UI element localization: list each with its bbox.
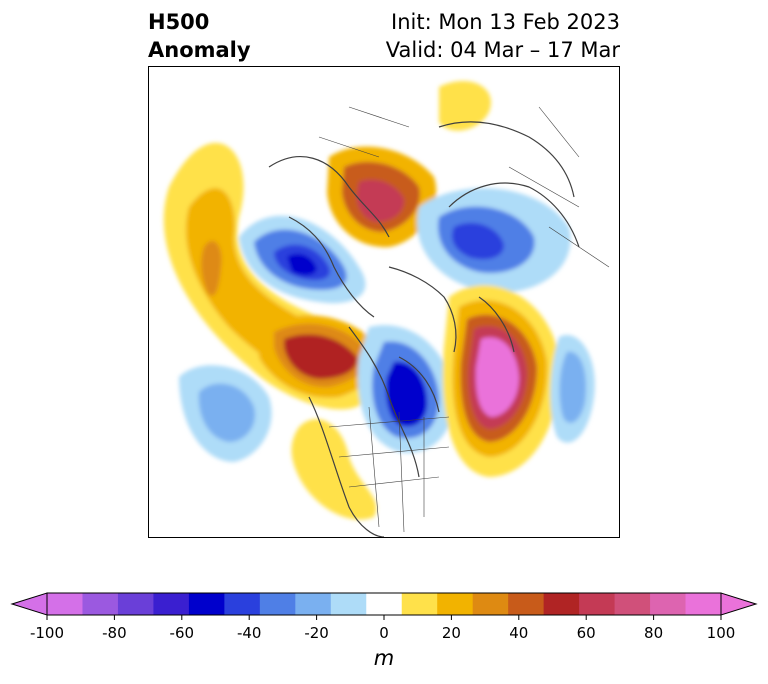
title-line1: H500 bbox=[148, 10, 210, 34]
coastlines bbox=[268, 121, 580, 537]
borders bbox=[318, 106, 610, 533]
colorbar-segment bbox=[295, 593, 332, 615]
colorbar-segment bbox=[330, 593, 367, 615]
valid-range: Valid: 04 Mar – 17 Mar bbox=[385, 38, 620, 62]
anomaly-map bbox=[148, 66, 620, 538]
colorbar-tick-label: -40 bbox=[236, 624, 262, 642]
colorbar-segment bbox=[366, 593, 403, 615]
colorbar-segment bbox=[508, 593, 545, 615]
colorbar-tick-label: 100 bbox=[706, 624, 736, 642]
colorbar-extend-low bbox=[10, 592, 48, 616]
colorbar-segment bbox=[401, 593, 438, 615]
colorbar-tick-label: -60 bbox=[169, 624, 195, 642]
colorbar-segment bbox=[224, 593, 261, 615]
colorbar-segments bbox=[47, 593, 722, 615]
colorbar-segment bbox=[117, 593, 154, 615]
colorbar-tick-label: 40 bbox=[509, 624, 529, 642]
title-line2: Anomaly bbox=[148, 38, 251, 62]
map-canvas bbox=[163, 81, 610, 537]
colorbar-segment bbox=[579, 593, 616, 615]
colorbar-segment bbox=[685, 593, 722, 615]
colorbar-tick-label: 20 bbox=[441, 624, 461, 642]
colorbar-segment bbox=[259, 593, 296, 615]
chart-title: H500 Anomaly bbox=[148, 8, 251, 64]
colorbar-segment bbox=[47, 593, 83, 615]
colorbar-segment bbox=[188, 593, 225, 615]
colorbar-segment bbox=[153, 593, 190, 615]
colorbar-segment bbox=[543, 593, 580, 615]
colorbar bbox=[10, 592, 758, 620]
colorbar-tick-label: -80 bbox=[102, 624, 127, 642]
colorbar-tick-label: 0 bbox=[379, 624, 389, 642]
colorbar-tick-label: 80 bbox=[644, 624, 664, 642]
colorbar-segment bbox=[650, 593, 687, 615]
date-info: Init: Mon 13 Feb 2023 Valid: 04 Mar – 17… bbox=[386, 8, 620, 64]
colorbar-tick-marks bbox=[46, 615, 722, 620]
colorbar-segment bbox=[472, 593, 509, 615]
colorbar-tick-labels: -100 -80 -60 -40 -20 0 20 40 60 80 100 bbox=[0, 624, 768, 644]
colorbar-tick-label: -20 bbox=[304, 624, 329, 642]
colorbar-extend-high bbox=[720, 592, 758, 616]
colorbar-segment bbox=[82, 593, 119, 615]
colorbar-unit: m bbox=[373, 646, 395, 670]
init-date: Init: Mon 13 Feb 2023 bbox=[391, 10, 620, 34]
anomaly-fill bbox=[163, 81, 595, 520]
colorbar-tick-label: 60 bbox=[576, 624, 596, 642]
colorbar-segment bbox=[614, 593, 651, 615]
colorbar-segment bbox=[437, 593, 474, 615]
colorbar-tick-label: -100 bbox=[29, 624, 65, 642]
